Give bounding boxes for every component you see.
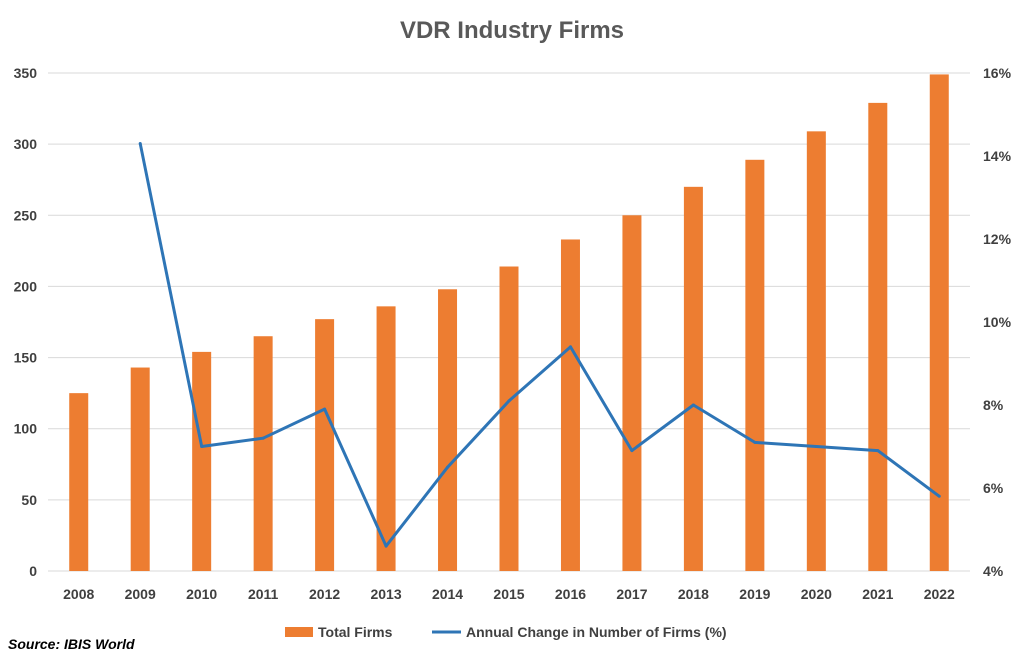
line-annual-change	[138, 143, 941, 548]
legend-swatch-total-firms	[285, 627, 313, 637]
bar-total-firms	[622, 215, 642, 572]
bar-total-firms	[192, 351, 212, 571]
left-axis-tick-label: 250	[14, 207, 38, 223]
x-axis-tick-label: 2013	[370, 586, 401, 602]
right-axis: 4% 6% 8% 10% 12% 14% 16%	[983, 65, 1012, 579]
point-annual-change	[876, 449, 880, 453]
left-axis-tick-label: 50	[21, 492, 37, 508]
bar-total-firms	[376, 306, 396, 571]
bar-total-firms	[253, 336, 273, 571]
left-axis-tick-label: 200	[14, 278, 38, 294]
point-annual-change	[323, 407, 327, 411]
point-annual-change	[200, 445, 204, 448]
point-annual-change	[753, 440, 757, 444]
bar-total-firms	[69, 393, 89, 571]
x-axis-tick-label: 2022	[924, 586, 955, 602]
x-axis-tick-label: 2016	[555, 586, 586, 602]
left-axis-tick-label: 0	[29, 563, 37, 579]
right-axis-tick-label: 12%	[983, 231, 1012, 247]
point-annual-change	[691, 403, 695, 407]
left-axis-tick-label: 150	[14, 350, 38, 366]
bar-series	[69, 74, 949, 572]
x-axis-tick-label: 2017	[616, 586, 647, 602]
bar-total-firms	[438, 289, 458, 571]
x-axis-tick-label: 2015	[493, 586, 524, 602]
point-annual-change	[630, 449, 634, 453]
point-annual-change	[138, 142, 142, 146]
point-annual-change	[507, 399, 511, 403]
left-axis: 0 50 100 150 200 250 300 350	[14, 65, 38, 579]
legend-label-annual-change: Annual Change in Number of Firms (%)	[466, 624, 727, 640]
line-series	[138, 142, 941, 548]
x-axis-tick-label: 2014	[432, 586, 463, 602]
point-annual-change	[384, 544, 388, 548]
x-axis: 2008 2009 2010 2011 2012 2013 2014 2015 2016 2017…	[63, 586, 955, 602]
right-axis-tick-label: 4%	[983, 563, 1004, 579]
legend-label-total-firms: Total Firms	[318, 624, 393, 640]
x-axis-tick-label: 2021	[862, 586, 893, 602]
point-annual-change	[568, 345, 572, 349]
x-axis-tick-label: 2019	[739, 586, 770, 602]
bar-total-firms	[499, 266, 519, 571]
x-axis-tick-label: 2012	[309, 586, 340, 602]
point-annual-change	[937, 494, 941, 498]
legend: Total Firms Annual Change in Number of F…	[285, 624, 727, 640]
point-annual-change	[814, 445, 818, 448]
bar-total-firms	[806, 131, 826, 571]
left-axis-tick-label: 350	[14, 65, 38, 81]
bar-total-firms	[130, 367, 150, 571]
x-axis-tick-label: 2011	[248, 586, 279, 602]
chart-title: VDR Industry Firms	[400, 17, 624, 44]
bar-total-firms	[929, 74, 949, 572]
x-axis-tick-label: 2009	[125, 586, 156, 602]
bar-total-firms	[683, 186, 703, 572]
bar-total-firms	[315, 319, 335, 571]
source-note: Source: IBIS World	[8, 636, 135, 652]
right-axis-tick-label: 10%	[983, 314, 1012, 330]
right-axis-tick-label: 6%	[983, 480, 1004, 496]
x-axis-tick-label: 2018	[678, 586, 709, 602]
right-axis-tick-label: 8%	[983, 397, 1004, 413]
left-axis-tick-label: 100	[14, 421, 38, 437]
bar-total-firms	[868, 102, 888, 571]
right-axis-tick-label: 14%	[983, 148, 1012, 164]
x-axis-tick-label: 2010	[186, 586, 217, 602]
left-axis-tick-label: 300	[14, 136, 38, 152]
bar-total-firms	[560, 239, 580, 571]
x-axis-tick-label: 2020	[801, 586, 832, 602]
x-axis-tick-label: 2008	[63, 586, 94, 602]
bar-total-firms	[745, 159, 765, 571]
point-annual-change	[446, 465, 450, 469]
right-axis-tick-label: 16%	[983, 65, 1012, 81]
point-annual-change	[261, 436, 265, 440]
